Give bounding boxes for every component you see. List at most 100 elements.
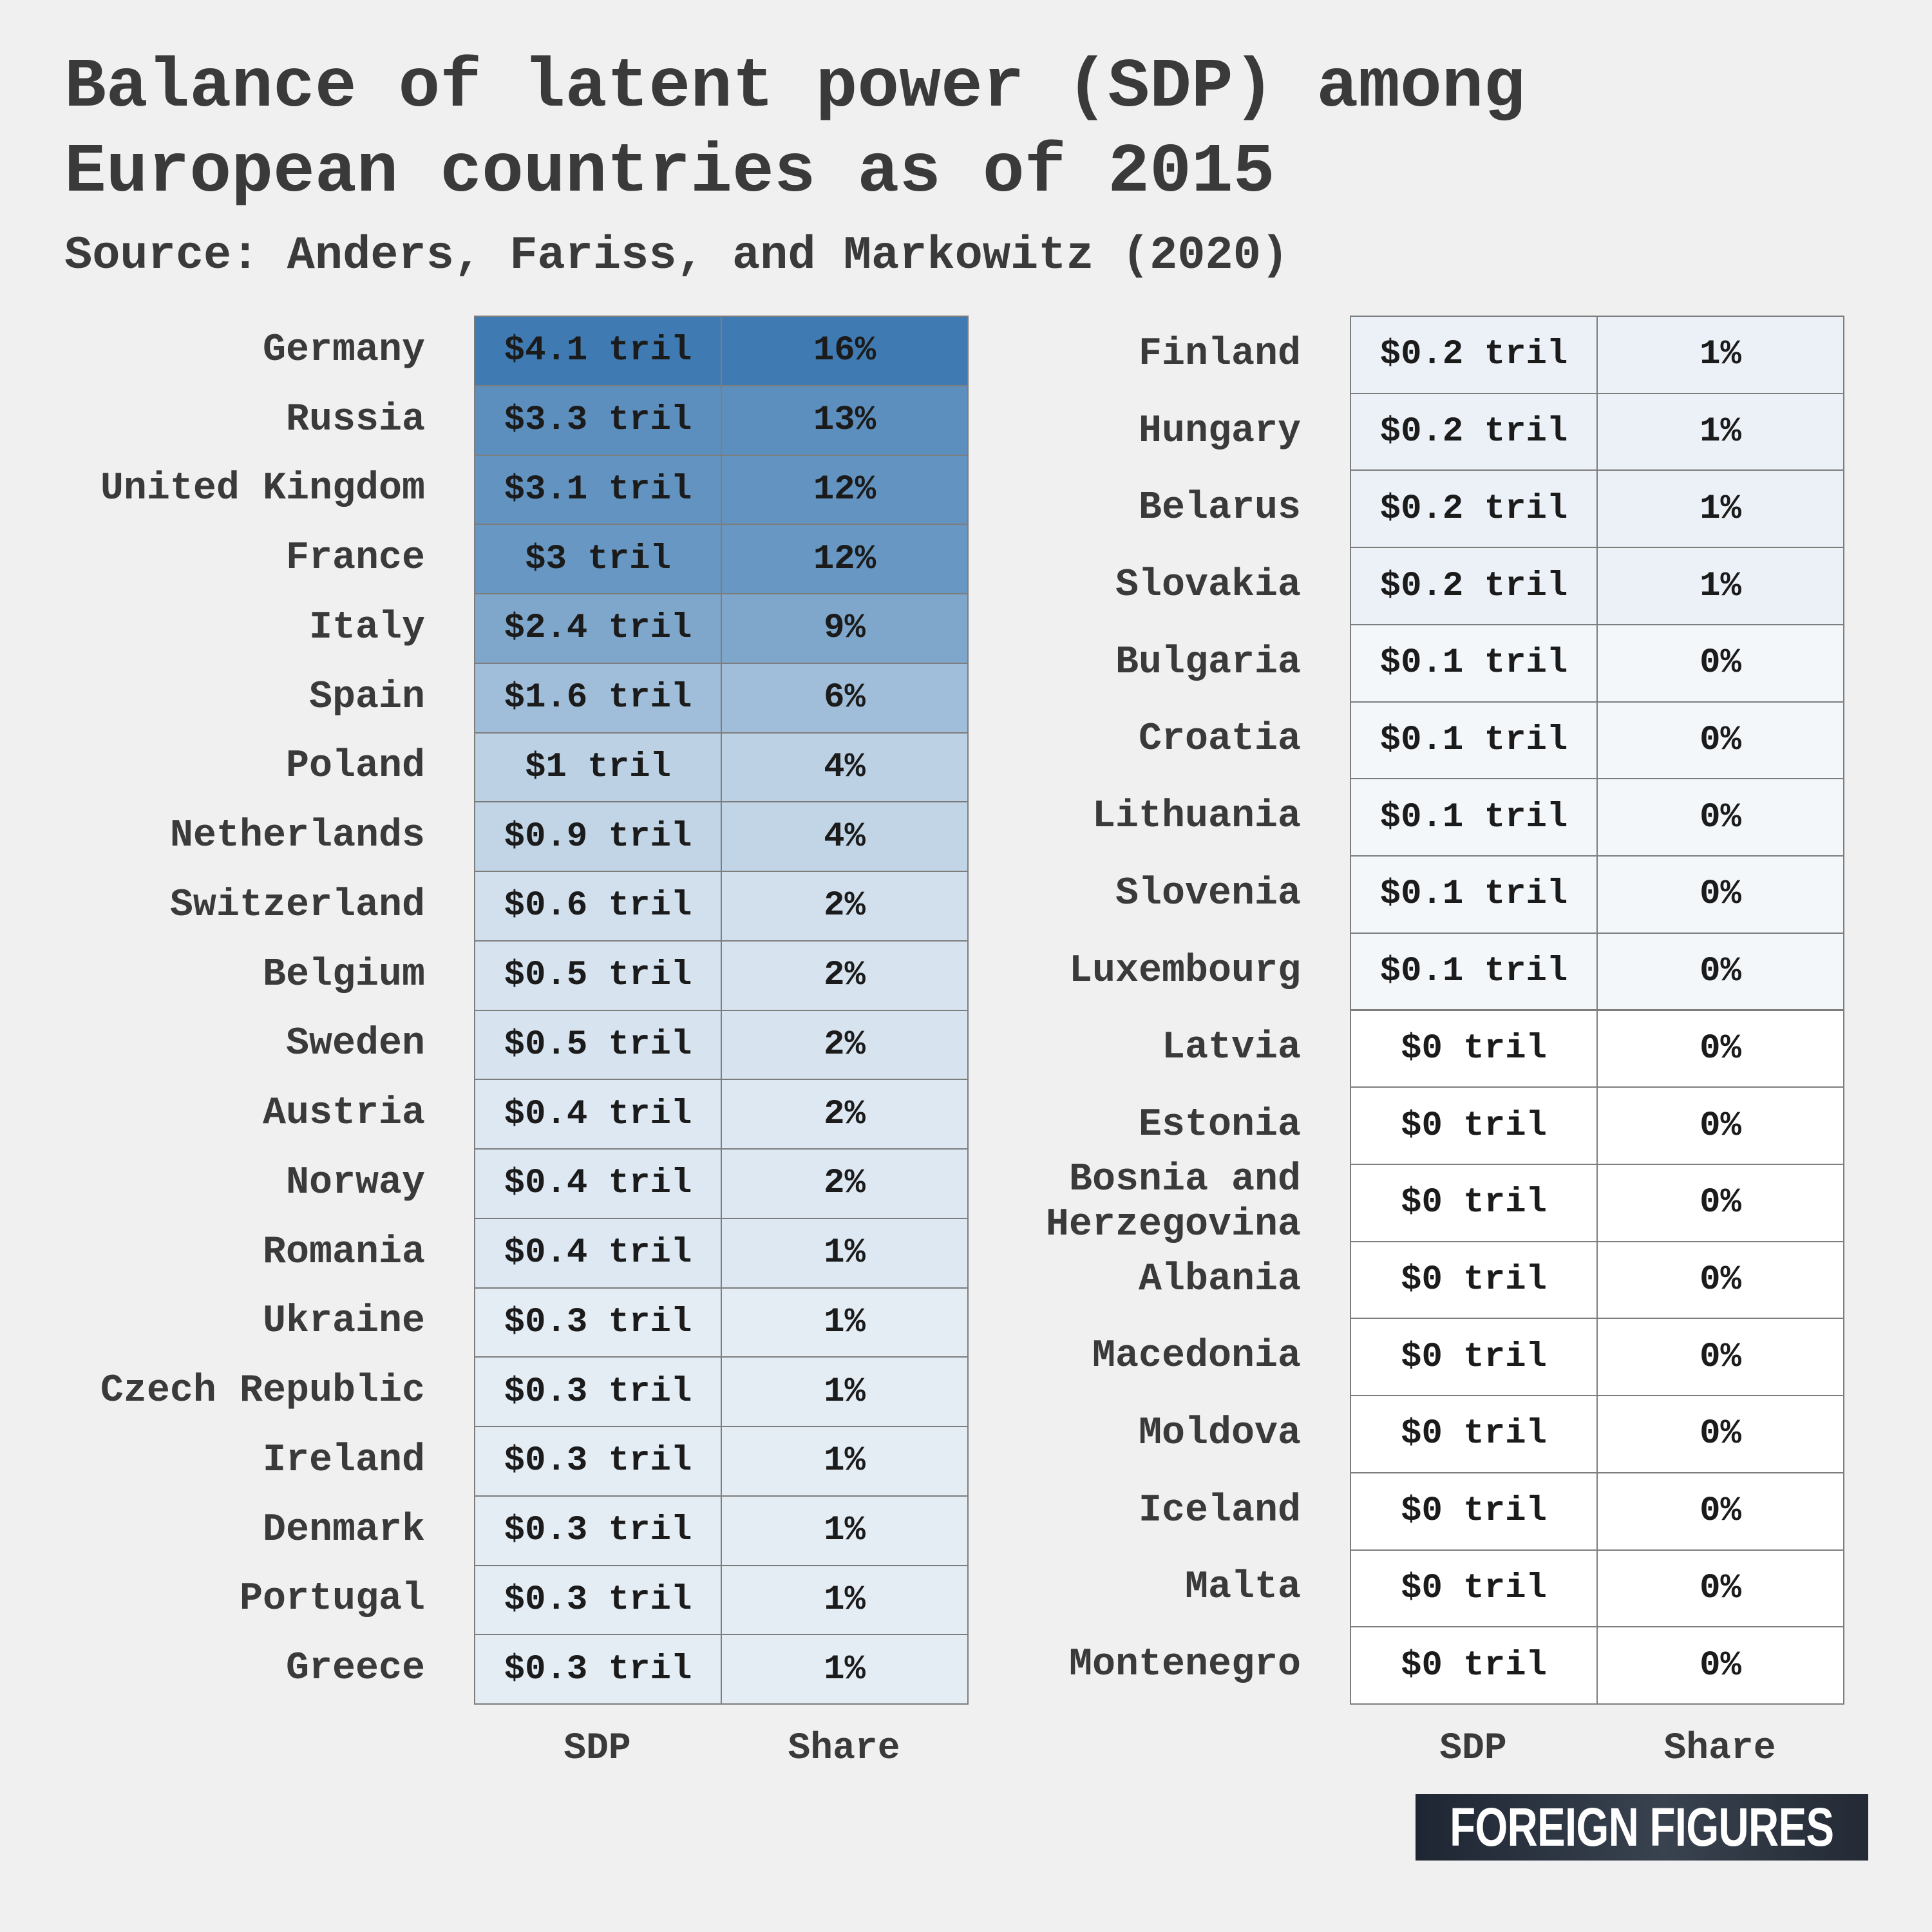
sdp-cell: $0.2 tril <box>1350 392 1598 471</box>
share-cell: 2% <box>721 1148 969 1219</box>
share-cell: 0% <box>1596 778 1844 857</box>
country-label: Austria <box>262 1092 425 1136</box>
share-cell: 1% <box>721 1634 969 1705</box>
country-label: Portugal <box>239 1577 425 1622</box>
country-label: Montenegro <box>1068 1643 1301 1687</box>
sdp-cell: $0.3 tril <box>474 1287 722 1358</box>
share-column-header: Share <box>788 1728 900 1770</box>
country-label: Slovenia <box>1115 871 1301 916</box>
country-label: Macedonia <box>1092 1334 1301 1379</box>
chart-title: Balance of latent power (SDP) among Euro… <box>64 48 1526 212</box>
sdp-column-header: SDP <box>1439 1728 1507 1770</box>
logo-text: FOREIGN FIGURES <box>1450 1797 1834 1857</box>
country-label: Malta <box>1184 1566 1301 1610</box>
country-label: Iceland <box>1138 1488 1301 1533</box>
sdp-cell: $0 tril <box>1350 1549 1598 1628</box>
country-label: Norway <box>285 1160 425 1205</box>
share-cell: 0% <box>1596 701 1844 780</box>
country-label: Latvia <box>1161 1026 1301 1070</box>
sdp-cell: $3 tril <box>474 524 722 594</box>
sdp-cell: $0.5 tril <box>474 1009 722 1081</box>
sdp-cell: $0.2 tril <box>1350 469 1598 549</box>
country-label: Ukraine <box>262 1300 425 1344</box>
share-cell: 1% <box>721 1217 969 1289</box>
country-label: Italy <box>308 605 425 650</box>
sdp-cell: $0 tril <box>1350 1318 1598 1397</box>
sdp-cell: $0.5 tril <box>474 940 722 1011</box>
country-label: Germany <box>262 328 425 372</box>
share-cell: 1% <box>1596 392 1844 471</box>
sdp-cell: $0.1 tril <box>1350 623 1598 703</box>
country-label: Belgium <box>262 952 425 997</box>
share-cell: 0% <box>1596 1549 1844 1628</box>
country-label: Luxembourg <box>1068 949 1301 993</box>
sdp-cell: $0.1 tril <box>1350 932 1598 1011</box>
country-label: United Kingdom <box>100 467 425 511</box>
country-label: Russia <box>285 397 425 442</box>
share-cell: 0% <box>1596 1009 1844 1088</box>
country-label: Albania <box>1138 1257 1301 1302</box>
country-label: France <box>285 536 425 581</box>
sdp-cell: $0.3 tril <box>474 1426 722 1497</box>
country-label: Slovakia <box>1115 564 1301 608</box>
sdp-cell: $0.2 tril <box>1350 547 1598 625</box>
share-cell: 4% <box>721 801 969 872</box>
country-label: Spain <box>308 675 425 719</box>
share-cell: 0% <box>1596 1626 1844 1705</box>
sdp-cell: $2.4 tril <box>474 593 722 664</box>
share-cell: 2% <box>721 940 969 1011</box>
sdp-cell: $0.4 tril <box>474 1079 722 1150</box>
share-cell: 0% <box>1596 1318 1844 1397</box>
share-cell: 0% <box>1596 1163 1844 1242</box>
sdp-cell: $0 tril <box>1350 1472 1598 1551</box>
sdp-cell: $0.1 tril <box>1350 855 1598 934</box>
share-cell: 6% <box>721 662 969 734</box>
share-cell: 12% <box>721 524 969 594</box>
country-label: Romania <box>262 1230 425 1274</box>
sdp-cell: $0.1 tril <box>1350 778 1598 857</box>
country-label: Hungary <box>1138 409 1301 453</box>
sdp-cell: $0.3 tril <box>474 1634 722 1705</box>
country-label: Denmark <box>262 1508 425 1552</box>
share-cell: 0% <box>1596 1240 1844 1320</box>
sdp-cell: $3.3 tril <box>474 384 722 456</box>
share-cell: 9% <box>721 593 969 664</box>
share-cell: 13% <box>721 384 969 456</box>
sdp-cell: $0.3 tril <box>474 1495 722 1566</box>
sdp-cell: $0.4 tril <box>474 1217 722 1289</box>
share-cell: 1% <box>721 1287 969 1358</box>
share-cell: 0% <box>1596 1086 1844 1165</box>
sdp-cell: $0 tril <box>1350 1009 1598 1088</box>
sdp-cell: $3.1 tril <box>474 454 722 526</box>
sdp-cell: $0.4 tril <box>474 1148 722 1219</box>
country-label: Netherlands <box>169 814 425 858</box>
country-label: Ireland <box>262 1438 425 1482</box>
sdp-cell: $0.2 tril <box>1350 316 1598 394</box>
sdp-column-header: SDP <box>564 1728 631 1770</box>
share-cell: 1% <box>721 1356 969 1427</box>
country-label: Poland <box>285 744 425 789</box>
sdp-cell: $0 tril <box>1350 1086 1598 1165</box>
sdp-cell: $0 tril <box>1350 1395 1598 1473</box>
share-cell: 1% <box>1596 547 1844 625</box>
country-label: Switzerland <box>169 883 425 927</box>
share-cell: 1% <box>721 1564 969 1636</box>
foreign-figures-logo: FOREIGN FIGURES <box>1416 1794 1868 1861</box>
share-cell: 1% <box>721 1426 969 1497</box>
sdp-cell: $1 tril <box>474 732 722 803</box>
sdp-cell: $0.6 tril <box>474 871 722 942</box>
sdp-cell: $0 tril <box>1350 1240 1598 1320</box>
share-cell: 4% <box>721 732 969 803</box>
sdp-cell: $0 tril <box>1350 1163 1598 1242</box>
country-label: Bulgaria <box>1115 640 1301 685</box>
sdp-cell: $0.3 tril <box>474 1356 722 1427</box>
country-label: Croatia <box>1138 717 1301 762</box>
country-label: Estonia <box>1138 1103 1301 1148</box>
country-label: Bosnia and Herzegovina <box>1045 1157 1301 1247</box>
sdp-cell: $4.1 tril <box>474 316 722 386</box>
country-label: Moldova <box>1138 1411 1301 1455</box>
country-label: Finland <box>1138 332 1301 376</box>
share-cell: 0% <box>1596 1472 1844 1551</box>
share-cell: 1% <box>1596 469 1844 549</box>
sdp-cell: $0.9 tril <box>474 801 722 872</box>
